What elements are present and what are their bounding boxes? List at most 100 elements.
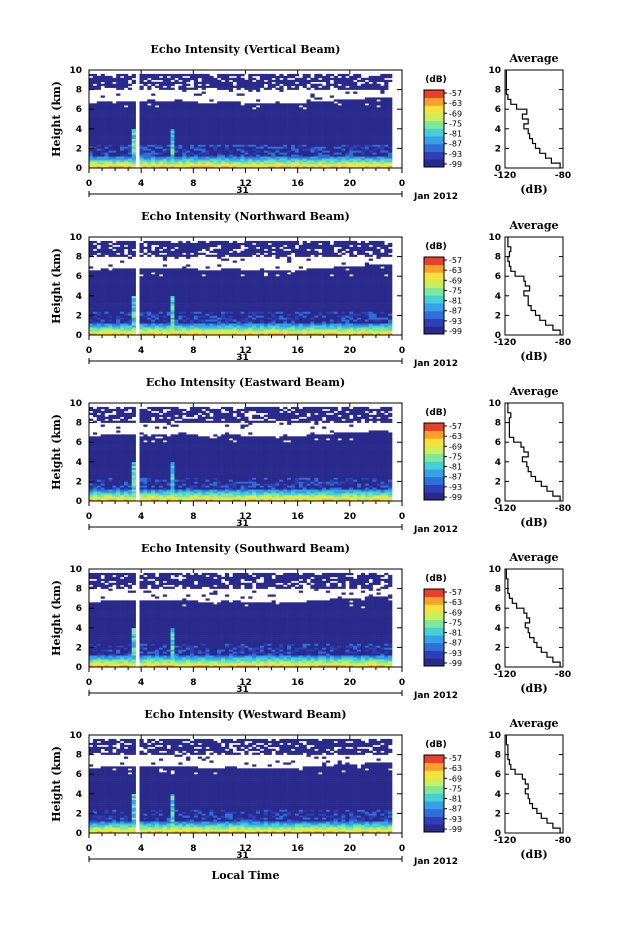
heatmap-cell	[174, 148, 179, 151]
heatmap-cell	[178, 152, 183, 155]
heatmap-cell	[325, 156, 331, 159]
heatmap-cell	[232, 307, 237, 310]
heatmap-cell	[170, 111, 175, 114]
heatmap-cell	[306, 156, 311, 159]
heatmap-cell	[120, 248, 125, 252]
heatmap-cell	[89, 113, 94, 116]
heatmap-cell	[127, 286, 133, 289]
heatmap-cell	[357, 87, 362, 90]
heatmap-cell	[162, 128, 167, 132]
heatmap-cell	[310, 160, 315, 163]
heatmap-cell	[306, 158, 311, 161]
heatmap-cell	[368, 138, 373, 141]
heatmap-cell	[252, 146, 257, 149]
heatmap-cell	[100, 242, 105, 246]
heatmap-cell	[209, 162, 214, 165]
heatmap-cell	[306, 164, 311, 167]
heatmap-cell	[158, 154, 164, 157]
heatmap-cell	[302, 130, 307, 134]
heatmap-cell	[236, 124, 241, 128]
heatmap-cell	[275, 146, 280, 149]
colorbar-band	[424, 97, 444, 106]
heatmap-cell	[360, 158, 366, 161]
heatmap-cell	[248, 136, 253, 139]
heatmap-cell	[372, 130, 377, 134]
heatmap-cell	[221, 325, 226, 328]
heatmap-cell	[329, 158, 335, 161]
heatmap-cell	[108, 77, 113, 81]
heatmap-cell	[209, 276, 214, 279]
heatmap-cell	[388, 75, 393, 79]
heatmap-cell	[357, 109, 362, 112]
heatmap-cell	[209, 293, 214, 297]
heatmap-cell	[120, 309, 125, 312]
heatmap-cell	[349, 134, 354, 137]
heatmap-cell	[372, 148, 377, 151]
heatmap-cell	[329, 113, 335, 116]
heatmap-cell	[201, 311, 206, 314]
heatmap-cell	[123, 325, 129, 328]
heatmap-cell	[263, 107, 268, 110]
heatmap-cell	[256, 282, 261, 285]
heatmap-cell	[380, 158, 385, 161]
heatmap-cell	[236, 154, 241, 157]
heatmap-cell	[96, 291, 101, 295]
heatmap-cell	[190, 297, 195, 301]
heatmap-cell	[190, 289, 195, 293]
heatmap-cell	[248, 77, 253, 81]
heatmap-cell	[89, 293, 94, 297]
heatmap-cell	[116, 101, 121, 104]
heatmap-cell	[357, 101, 362, 104]
heatmap-cell	[155, 252, 160, 255]
heatmap-cell	[197, 150, 202, 153]
heatmap-cell	[89, 115, 94, 118]
heatmap-cell	[170, 307, 175, 310]
heatmap-cell	[162, 107, 167, 110]
heatmap-cell	[345, 150, 350, 153]
heatmap-cell	[100, 297, 105, 301]
heatmap-cell	[186, 79, 191, 83]
heatmap-cell	[139, 103, 144, 106]
heatmap-cell	[232, 146, 237, 149]
heatmap-cell	[158, 128, 164, 132]
heatmap-cell	[170, 274, 175, 277]
heatmap-cell	[213, 278, 218, 281]
heatmap-cell	[380, 119, 385, 122]
heatmap-cell	[143, 115, 148, 118]
heatmap-cell	[166, 162, 171, 165]
heatmap-cell	[357, 134, 362, 137]
heatmap-cell	[388, 136, 393, 139]
heatmap-cell	[228, 293, 234, 297]
heatmap-cell	[143, 287, 148, 291]
heatmap-cell	[372, 156, 377, 159]
heatmap-cell	[178, 274, 183, 277]
heatmap-cell	[139, 282, 144, 285]
heatmap-cell	[217, 73, 222, 77]
heatmap-cell	[131, 250, 136, 253]
heatmap-cell	[291, 115, 296, 118]
heatmap-cell	[221, 138, 226, 141]
heatmap-cell	[123, 278, 129, 281]
heatmap-cell	[108, 164, 113, 167]
heatmap-cell	[259, 156, 265, 159]
heatmap-cell	[263, 75, 268, 79]
heatmap-cell	[186, 120, 191, 124]
heatmap-cell	[155, 136, 160, 139]
heatmap-cell	[96, 289, 101, 293]
avg-y-tick-label: 4	[495, 125, 501, 135]
heatmap-cell	[232, 105, 237, 108]
heatmap-cell	[244, 331, 249, 334]
avg-x-label: (dB)	[520, 183, 547, 196]
heatmap-cell	[147, 278, 152, 281]
heatmap-cell	[139, 305, 144, 308]
heatmap-cell	[127, 119, 133, 122]
heatmap-cell	[271, 124, 276, 128]
heatmap-cell	[155, 315, 160, 318]
heatmap-cell	[236, 150, 241, 153]
heatmap-cell	[162, 301, 167, 304]
heatmap-cell	[139, 75, 144, 79]
heatmap-cell	[228, 130, 234, 134]
heatmap-cell	[252, 286, 257, 289]
heatmap-cell	[193, 321, 199, 324]
heatmap-cell	[120, 132, 125, 135]
